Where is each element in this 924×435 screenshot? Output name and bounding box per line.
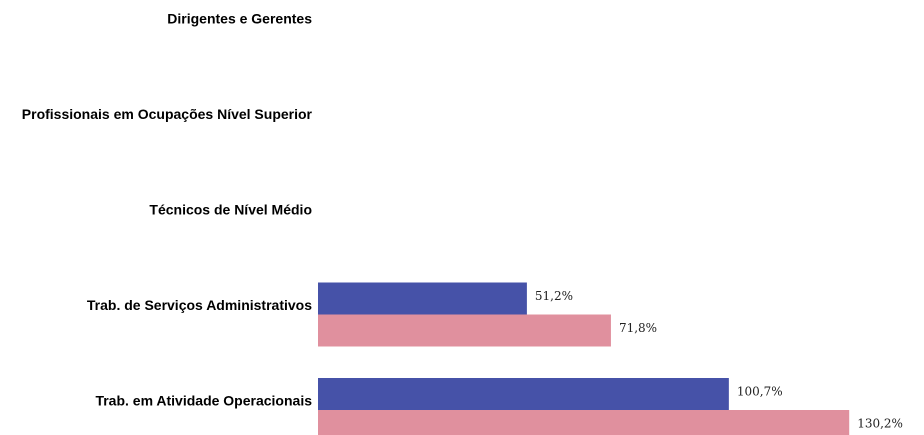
- value-label: 71,8%: [619, 321, 657, 335]
- category-label: Profissionais em Ocupações Nível Superio…: [22, 106, 313, 122]
- value-label: 100,7%: [737, 385, 783, 399]
- category-label: Técnicos de Nível Médio: [149, 202, 312, 218]
- bar: [318, 378, 729, 410]
- category-label: Trab. de Serviços Administrativos: [87, 297, 312, 313]
- bar: [318, 282, 527, 315]
- category-label: Trab. em Atividade Operacionais: [95, 393, 312, 409]
- bar: [318, 410, 850, 435]
- value-label: 130,2%: [857, 417, 903, 431]
- value-label: 51,2%: [535, 289, 573, 303]
- bar: [318, 314, 611, 347]
- category-label: Dirigentes e Gerentes: [167, 11, 312, 27]
